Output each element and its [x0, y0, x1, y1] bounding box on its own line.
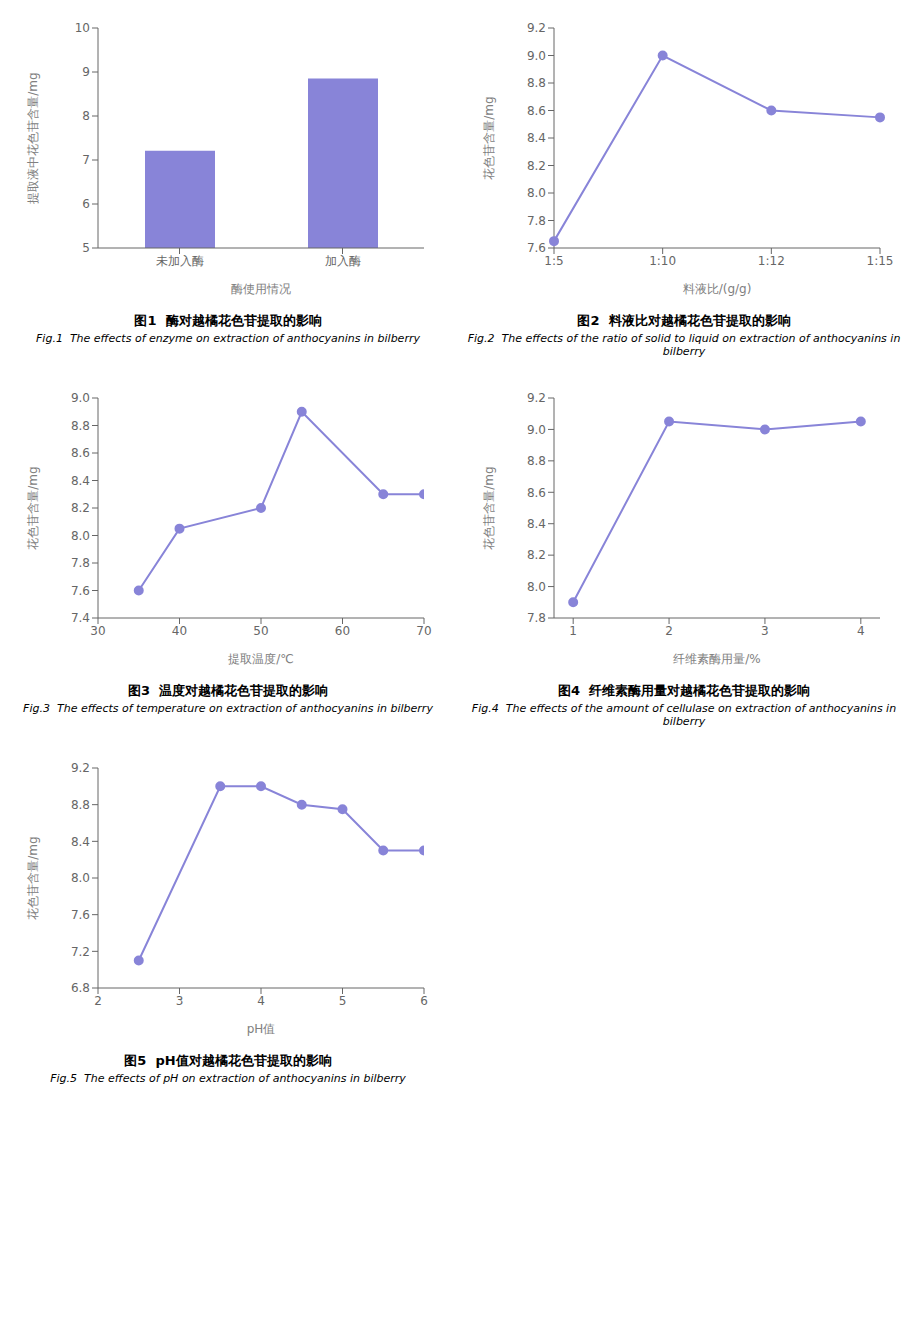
html-text:图3 温度对越橘花色苷提取的影响: 图3 温度对越橘花色苷提取的影响 — [127, 683, 328, 698]
html-text:图2 料液比对越橘花色苷提取的影响: 图2 料液比对越橘花色苷提取的影响 — [577, 313, 791, 328]
svg-text:9.0: 9.0 — [527, 49, 546, 63]
svg-text:8.8: 8.8 — [527, 76, 546, 90]
svg-text:8.2: 8.2 — [71, 501, 90, 515]
svg-text:加入酶: 加入酶 — [325, 254, 361, 268]
svg-text:8.8: 8.8 — [71, 798, 90, 812]
svg-text:8.0: 8.0 — [71, 871, 90, 885]
svg-text:1:10: 1:10 — [649, 254, 676, 268]
svg-text:8.0: 8.0 — [71, 529, 90, 543]
svg-text:7.2: 7.2 — [71, 945, 90, 959]
svg-text:7.8: 7.8 — [527, 611, 546, 625]
svg-text:9.0: 9.0 — [527, 423, 546, 437]
svg-text:10: 10 — [75, 21, 90, 35]
svg-text:8.2: 8.2 — [527, 548, 546, 562]
svg-text:8.4: 8.4 — [527, 131, 546, 145]
svg-text:未加入酶: 未加入酶 — [156, 254, 204, 268]
svg-text:40: 40 — [172, 624, 187, 638]
html-text:图5 pH值对越橘花色苷提取的影响: 图5 pH值对越橘花色苷提取的影响 — [124, 1053, 332, 1068]
svg-text:8.2: 8.2 — [527, 159, 546, 173]
svg-text:花色苷含量/mg: 花色苷含量/mg — [482, 96, 496, 179]
svg-text:花色苷含量/mg: 花色苷含量/mg — [482, 466, 496, 549]
svg-text:9: 9 — [82, 65, 90, 79]
svg-text:3: 3 — [761, 624, 769, 638]
svg-text:1:15: 1:15 — [867, 254, 894, 268]
svg-text:8.6: 8.6 — [527, 486, 546, 500]
svg-text:1:5: 1:5 — [544, 254, 563, 268]
html-text:Fig.3 The effects of temperatu: Fig.3 The effects of temperature on extr… — [23, 702, 433, 715]
svg-text:60: 60 — [335, 624, 350, 638]
svg-text:2: 2 — [665, 624, 673, 638]
svg-text:7.8: 7.8 — [527, 214, 546, 228]
svg-text:8.6: 8.6 — [71, 446, 90, 460]
svg-text:4: 4 — [857, 624, 865, 638]
svg-text:1:12: 1:12 — [758, 254, 785, 268]
svg-text:6: 6 — [82, 197, 90, 211]
svg-text:7.4: 7.4 — [71, 611, 90, 625]
svg-text:花色苷含量/mg: 花色苷含量/mg — [26, 466, 40, 549]
svg-text:8.8: 8.8 — [71, 419, 90, 433]
html-text:Fig.1 The effects of enzyme on: Fig.1 The effects of enzyme on extractio… — [36, 332, 420, 345]
svg-text:8.4: 8.4 — [71, 835, 90, 849]
svg-text:3: 3 — [176, 994, 184, 1008]
svg-text:7.6: 7.6 — [71, 908, 90, 922]
svg-text:7: 7 — [82, 153, 90, 167]
html-text:Fig.4 The effects of the amoun: Fig.4 The effects of the amount of cellu… — [471, 702, 900, 728]
svg-text:2: 2 — [94, 994, 102, 1008]
svg-text:提取液中花色苷含量/mg: 提取液中花色苷含量/mg — [26, 72, 40, 203]
svg-text:8.4: 8.4 — [71, 474, 90, 488]
svg-text:7.6: 7.6 — [527, 241, 546, 255]
svg-text:9.2: 9.2 — [527, 391, 546, 405]
svg-text:50: 50 — [253, 624, 268, 638]
svg-text:8.0: 8.0 — [527, 580, 546, 594]
svg-text:70: 70 — [416, 624, 431, 638]
svg-text:8.6: 8.6 — [527, 104, 546, 118]
svg-text:1: 1 — [569, 624, 577, 638]
html-text:Fig.2 The effects of the ratio: Fig.2 The effects of the ratio of solid … — [467, 332, 904, 358]
svg-text:8.0: 8.0 — [527, 186, 546, 200]
svg-text:提取温度/℃: 提取温度/℃ — [228, 652, 294, 666]
svg-text:花色苷含量/mg: 花色苷含量/mg — [26, 836, 40, 919]
svg-text:5: 5 — [82, 241, 90, 255]
svg-text:7.8: 7.8 — [71, 556, 90, 570]
html-text:图4 纤维素酶用量对越橘花色苷提取的影响: 图4 纤维素酶用量对越橘花色苷提取的影响 — [557, 683, 810, 698]
svg-text:6.8: 6.8 — [71, 981, 90, 995]
svg-text:7.6: 7.6 — [71, 584, 90, 598]
svg-text:5: 5 — [339, 994, 347, 1008]
html-text:图1 酶对越橘花色苷提取的影响: 图1 酶对越橘花色苷提取的影响 — [134, 313, 322, 328]
svg-text:30: 30 — [90, 624, 105, 638]
svg-text:8: 8 — [82, 109, 90, 123]
svg-text:pH值: pH值 — [247, 1022, 276, 1036]
svg-text:8.8: 8.8 — [527, 454, 546, 468]
svg-text:料液比/(g/g): 料液比/(g/g) — [683, 282, 752, 296]
svg-text:9.2: 9.2 — [527, 21, 546, 35]
svg-text:9.2: 9.2 — [71, 761, 90, 775]
html-text:Fig.5 The effects of pH on ext: Fig.5 The effects of pH on extraction of… — [50, 1072, 406, 1085]
svg-text:9.0: 9.0 — [71, 391, 90, 405]
svg-text:6: 6 — [420, 994, 428, 1008]
svg-text:纤维素酶用量/%: 纤维素酶用量/% — [673, 652, 760, 666]
svg-text:4: 4 — [257, 994, 265, 1008]
svg-text:8.4: 8.4 — [527, 517, 546, 531]
svg-text:酶使用情况: 酶使用情况 — [231, 282, 291, 296]
